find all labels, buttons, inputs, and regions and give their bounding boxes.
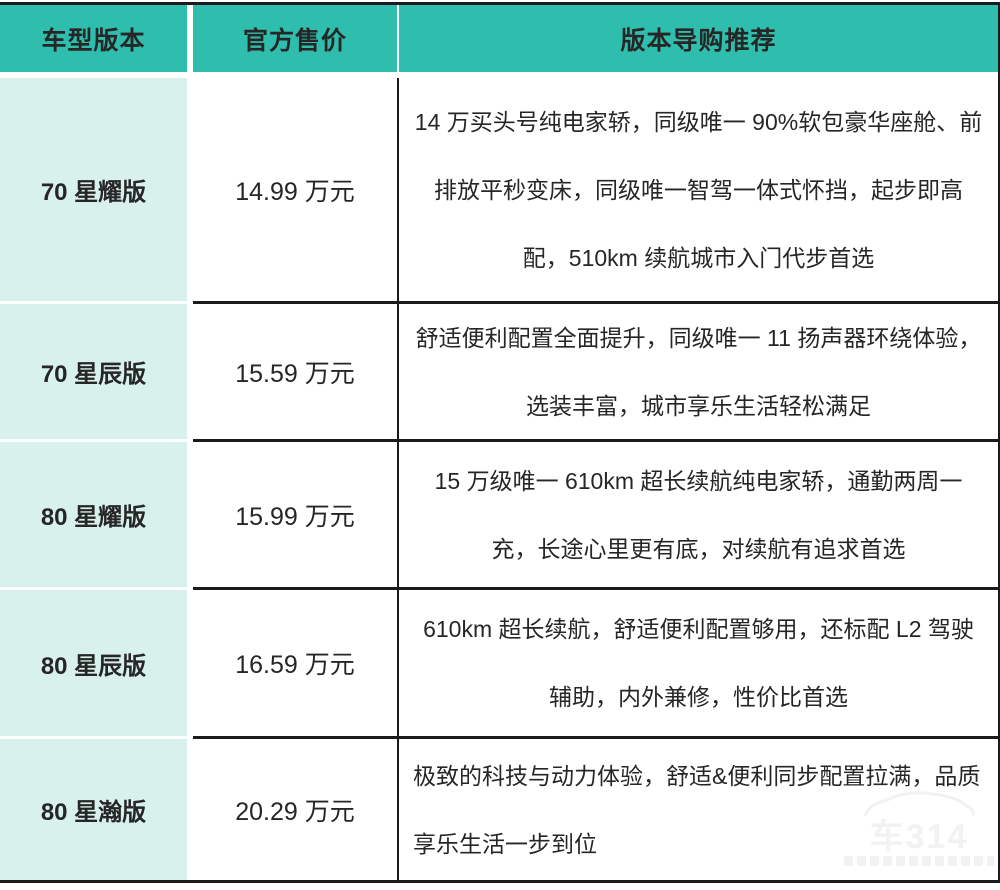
price-cell-row3: 15.99 万元	[193, 442, 397, 587]
version-cell-row2: 70 星辰版	[0, 304, 187, 439]
price-cell-row1: 14.99 万元	[193, 78, 397, 301]
recommendation-cell-row2: 舒适便利配置全面提升，同级唯一 11 扬声器环绕体验，选装丰富，城市享乐生活轻松…	[399, 304, 998, 439]
column-divider	[397, 442, 399, 587]
recommendation-text: 15 万级唯一 610km 超长续航纯电家轿，通勤两周一充，长途心里更有底，对续…	[434, 467, 963, 562]
price-cell-row2: 15.59 万元	[193, 304, 397, 439]
row-separator	[193, 736, 998, 739]
price-cell-row5: 20.29 万元	[193, 739, 397, 880]
recommendation-cell-row1: 14 万买头号纯电家轿，同级唯一 90%软包豪华座舱、前排放平秒变床，同级唯一智…	[399, 78, 998, 301]
version-cell-row3: 80 星耀版	[0, 442, 187, 587]
recommendation-cell-row3: 15 万级唯一 610km 超长续航纯电家轿，通勤两周一充，长途心里更有底，对续…	[399, 442, 998, 587]
row-separator	[193, 587, 998, 590]
row-separator	[193, 301, 998, 304]
column-divider	[397, 78, 399, 301]
column-divider	[397, 304, 399, 439]
version-cell-row4: 80 星辰版	[0, 590, 187, 736]
header-recommendation: 版本导购推荐	[399, 5, 998, 72]
recommendation-text: 极致的科技与动力体验，舒适&便利同步配置拉满，品质享乐生活一步到位	[413, 762, 981, 857]
header-model-version: 车型版本	[0, 5, 187, 72]
row-separator	[193, 439, 998, 442]
version-cell-row1: 70 星耀版	[0, 78, 187, 301]
recommendation-cell-row5: 极致的科技与动力体验，舒适&便利同步配置拉满，品质享乐生活一步到位	[399, 739, 998, 880]
recommendation-text: 610km 超长续航，舒适便利配置够用，还标配 L2 驾驶辅助，内外兼修，性价比…	[423, 616, 974, 710]
price-cell-row4: 16.59 万元	[193, 590, 397, 736]
recommendation-cell-row4: 610km 超长续航，舒适便利配置够用，还标配 L2 驾驶辅助，内外兼修，性价比…	[399, 590, 998, 736]
column-divider	[397, 739, 399, 880]
header-official-price: 官方售价	[193, 5, 397, 72]
version-cell-row5: 80 星瀚版	[0, 739, 187, 880]
recommendation-text: 14 万买头号纯电家轿，同级唯一 90%软包豪华座舱、前排放平秒变床，同级唯一智…	[414, 108, 983, 271]
column-divider	[397, 590, 399, 736]
recommendation-text: 舒适便利配置全面提升，同级唯一 11 扬声器环绕体验，选装丰富，城市享乐生活轻松…	[415, 324, 982, 419]
